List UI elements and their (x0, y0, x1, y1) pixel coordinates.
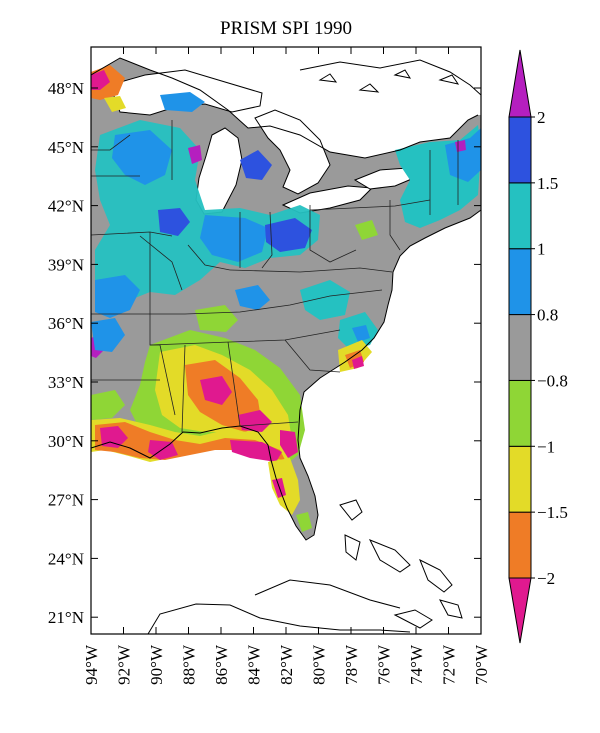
latitude-label: 48°N (48, 79, 84, 98)
longitude-label: 78°W (342, 644, 361, 685)
longitude-label: 88°W (180, 644, 199, 685)
lake-huron (254, 109, 331, 195)
colorbar-label: −1 (537, 437, 555, 456)
dry-patch-minnesota-yellow (104, 96, 126, 112)
longitude-label: 80°W (310, 644, 329, 685)
longitude-label: 92°W (115, 644, 134, 685)
wet-patch-illinois-darkblue (158, 208, 190, 236)
wet-patch-newengland-blue (445, 128, 481, 182)
longitude-label: 84°W (245, 644, 264, 685)
colorbar-label: −0.8 (537, 371, 568, 390)
dry-patch-alabama-magenta (200, 376, 232, 405)
wet-patch-midwest-blue (112, 130, 172, 185)
latitude-label: 36°N (48, 314, 84, 333)
dry-patch-florida-green (296, 512, 312, 532)
dry-patch-minnesota-magenta (91, 70, 110, 90)
longitude-label: 70°W (472, 644, 491, 685)
dry-patch-pa-green (355, 220, 378, 240)
spi-anomaly-patches (91, 65, 481, 532)
longitude-label: 90°W (147, 644, 166, 685)
colorbar-high-extension (508, 49, 532, 118)
latitude-axis: 48°N 45°N 42°N 39°N 36°N 33°N 30°N 27°N 24°N 21°N (48, 79, 481, 627)
colorbar: 2 1.5 1 0.8 −0.8 −1 −1.5 −2 (508, 49, 568, 644)
dry-patch-gulf-coast-magenta (100, 426, 298, 462)
dry-patch-ga-magenta (238, 410, 272, 432)
latitude-label: 24°N (48, 549, 84, 568)
longitude-label: 94°W (82, 644, 101, 685)
colorbar-label: −1.5 (537, 503, 568, 522)
latitude-label: 33°N (48, 373, 84, 392)
wet-patch-nc-blue (352, 325, 370, 342)
colorbar-segment (508, 182, 532, 250)
longitude-axis: 94°W 92°W 90°W 88°W 86°W 84°W 82°W 80°W 78°W 76°W… (82, 47, 491, 685)
state-borders (91, 120, 459, 433)
colorbar-segment (508, 116, 532, 184)
colorbar-label: −2 (537, 569, 555, 588)
colorbar-segment (508, 511, 532, 579)
colorbar-label: 1 (537, 240, 546, 259)
dry-patch-georgia-green (195, 305, 238, 332)
wet-patch-appalachia (300, 280, 350, 320)
coastlines (91, 57, 481, 634)
dry-patch-carolina-magenta (352, 356, 364, 369)
colorbar-segment (508, 379, 532, 447)
dry-patch-mississippi-green (91, 390, 125, 420)
colorbar-segment (508, 445, 532, 513)
map-title: PRISM SPI 1990 (220, 18, 352, 39)
latitude-label: 42°N (48, 197, 84, 216)
colorbar-label: 1.5 (537, 174, 558, 193)
longitude-label: 76°W (375, 644, 394, 685)
latitude-label: 39°N (48, 255, 84, 274)
wet-patch-ohio-blue (200, 215, 268, 262)
wet-patch-indiana-darkblue (265, 218, 312, 252)
latitude-label: 30°N (48, 432, 84, 451)
colorbar-low-extension (508, 577, 532, 644)
longitude-label: 82°W (277, 644, 296, 685)
colorbar-label: 2 (537, 108, 546, 127)
wet-patch-wisconsin-purple (188, 145, 202, 164)
wet-patch-michigan-blue (240, 150, 272, 180)
colorbar-label: 0.8 (537, 306, 558, 325)
wet-patch-arkansas-blue (91, 318, 125, 352)
dry-patch-gulf-coast-orange (95, 422, 285, 460)
latitude-label: 21°N (48, 608, 84, 627)
wet-patch-kentucky-blue (235, 285, 270, 310)
colorbar-segment (508, 248, 532, 316)
map-area (91, 47, 481, 634)
latitude-label: 27°N (48, 491, 84, 510)
longitude-label: 74°W (407, 644, 426, 685)
wet-patch-maine-purple (455, 140, 466, 152)
longitude-label: 86°W (212, 644, 231, 685)
wet-patch-missouri-blue (95, 275, 140, 318)
colorbar-segment (508, 314, 532, 381)
latitude-label: 45°N (48, 138, 84, 157)
longitude-label: 72°W (440, 644, 459, 685)
wet-patch-upper-mi-blue (160, 92, 205, 112)
